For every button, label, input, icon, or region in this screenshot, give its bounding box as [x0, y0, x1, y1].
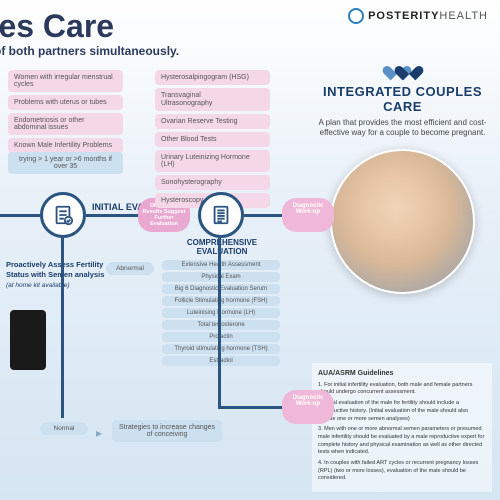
list-item: Thyroid stimulating hormone (TSH) — [162, 344, 280, 354]
female-initial-list: Women with irregular menstrual cycles Pr… — [8, 70, 123, 156]
list-item: Ovarian Reserve Testing — [155, 114, 270, 129]
couple-photo — [330, 149, 475, 294]
list-item: Follicle Stimulating hormone (FSH) — [162, 296, 280, 306]
page-title: ples Care — [0, 8, 114, 45]
list-item: Big 6 Diagnostic Evaluation Serum — [162, 284, 280, 294]
right-subtitle: A plan that provides the most efficient … — [315, 118, 490, 139]
page-subtitle: ility of both partners simultaneously. — [0, 44, 179, 58]
list-item: Sonohysterography — [155, 175, 270, 190]
list-item: Urinary Luteinizing Hormone (LH) — [155, 150, 270, 172]
connector — [61, 238, 64, 418]
arrow-icon: ▸ — [96, 426, 102, 440]
connector — [218, 238, 221, 408]
guidelines-title: AUA/ASRM Guidelines — [318, 369, 486, 379]
list-item: Prolactin — [162, 332, 280, 342]
list-item: Problems with uterus or tubes — [8, 95, 123, 110]
hearts-icon — [315, 60, 490, 78]
right-panel: INTEGRATED COUPLES CARE A plan that prov… — [315, 60, 490, 294]
logo-icon — [348, 8, 364, 24]
guideline-item: 4. In couples with failed ART cycles or … — [318, 460, 486, 483]
trying-duration-box: trying > 1 year or >6 months if over 35 — [8, 152, 123, 174]
list-item: Known Male Infertility Problems — [8, 138, 123, 153]
diagnostic-workup-node: Diagnostic Work-up — [282, 198, 334, 232]
guideline-item: 3. Men with one or more abnormal semen p… — [318, 426, 486, 457]
semen-kit-image — [10, 310, 46, 370]
guideline-item: 2. Initial evaluation of the male for fe… — [318, 400, 486, 423]
list-item: Extensive Health Assessment — [162, 260, 280, 270]
guideline-item: 1. For initial infertility evaluation, b… — [318, 382, 486, 397]
connector — [0, 214, 40, 217]
comprehensive-evaluation-icon — [198, 192, 244, 238]
abnormal-node: Abnormal — [106, 262, 154, 275]
male-tests-list: Extensive Health Assessment Physical Exa… — [162, 260, 280, 368]
right-title: INTEGRATED COUPLES CARE — [315, 84, 490, 114]
list-item: Physical Exam — [162, 272, 280, 282]
flowchart: Women with irregular menstrual cycles Pr… — [0, 70, 320, 490]
logo-text: POSTERITYHEALTH — [368, 10, 488, 22]
stage2-label: COMPREHENSIVE EVALUATION — [182, 238, 262, 256]
list-item: Women with irregular menstrual cycles — [8, 70, 123, 92]
normal-node: Normal — [40, 422, 88, 435]
list-item: Endometriosis or other abdominal issues — [8, 113, 123, 135]
list-item: TransvaginalUltrasonography — [155, 88, 270, 111]
list-item: Hysterosalpingogram (HSG) — [155, 70, 270, 85]
connector — [218, 406, 284, 409]
strategies-box: Strategies to increase changes of concei… — [112, 420, 222, 442]
list-item: Total testosterone — [162, 320, 280, 330]
female-tests-list: Hysterosalpingogram (HSG) TransvaginalUl… — [155, 70, 275, 211]
guidelines-box: AUA/ASRM Guidelines 1. For initial infer… — [312, 363, 492, 492]
logo: POSTERITYHEALTH — [348, 8, 488, 24]
list-item: Other Blood Tests — [155, 132, 270, 147]
initial-evaluation-icon — [40, 192, 86, 238]
list-item: Estradiol — [162, 356, 280, 366]
list-item: Luteinising Hormone (LH) — [162, 308, 280, 318]
diagnostic-workup-node: Diagnostic Work-up — [282, 390, 334, 424]
